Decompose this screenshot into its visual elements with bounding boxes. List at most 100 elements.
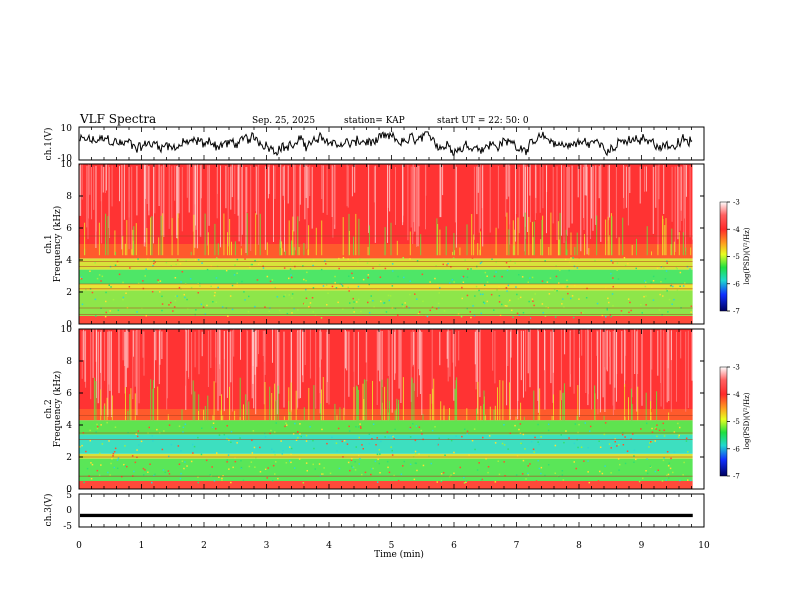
spectrogram-speckle [284, 425, 286, 428]
spectrogram-speckle [554, 290, 556, 292]
spectrogram-streak [447, 329, 449, 368]
spectrogram-speckle [210, 285, 212, 288]
spectrogram-streak [185, 331, 187, 386]
spectrogram-speckle [324, 260, 326, 262]
spectrogram-streak [524, 164, 525, 252]
spectrogram-streak [518, 166, 520, 234]
spectrogram-speckle [134, 461, 137, 464]
spectrogram-speckle [97, 425, 99, 428]
spectrogram-burst [558, 239, 560, 256]
spectrogram-burst [413, 383, 415, 421]
spectrogram-speckle [436, 284, 439, 286]
spectrogram-speckle [644, 285, 647, 288]
spectrogram-speckle [494, 481, 497, 483]
spectrogram-speckle [334, 275, 336, 278]
spectrogram-speckle [474, 295, 476, 297]
spectrogram-speckle [142, 280, 144, 282]
spectrogram-speckle [327, 292, 329, 294]
spectrogram-speckle [348, 290, 350, 292]
spectrogram-speckle [554, 316, 557, 318]
spectrogram-speckle [225, 269, 228, 272]
spectrogram-burst [645, 392, 647, 421]
spectrogram-speckle [658, 429, 661, 432]
spectrogram-streak [331, 165, 333, 217]
spectrogram-burst [630, 388, 632, 421]
spectrogram-streak [418, 166, 420, 227]
spectrogram-streak [268, 164, 270, 194]
spectrogram-streak [455, 166, 457, 248]
spectrogram-speckle [610, 472, 612, 474]
spectrogram-streak [639, 166, 641, 204]
spectrogram-burst [557, 221, 559, 256]
spectrogram-streak [234, 165, 236, 214]
spectrogram-speckle [361, 473, 363, 476]
spectrogram-speckle [354, 469, 357, 471]
spectrogram-speckle [231, 308, 234, 311]
spectrogram-speckle [515, 286, 517, 288]
spectrogram-streak [346, 164, 348, 207]
spectrogram-streak [612, 331, 614, 416]
spectrogram-speckle [667, 311, 669, 313]
spectrogram-streak [494, 330, 496, 384]
spectrogram-speckle [661, 480, 664, 482]
spectrogram-streak [413, 164, 415, 223]
spectrogram-speckle [493, 309, 495, 311]
spectrogram-speckle [443, 310, 446, 312]
spectrogram-burst [84, 222, 86, 256]
spectrogram-streak [275, 329, 277, 402]
spectrogram-burst [559, 212, 561, 256]
spectrogram-speckle [161, 309, 163, 312]
spectrogram-speckle [497, 460, 499, 462]
spectrogram-burst [177, 213, 179, 256]
spectrogram-speckle [461, 286, 463, 289]
time-axis-labels: 0 1 2 3 4 5 6 7 8 9 10 [76, 541, 710, 551]
spectrogram-speckle [142, 467, 145, 470]
spectrogram-streak [475, 330, 477, 382]
spectrogram-burst [440, 401, 442, 421]
spectrogram-speckle [226, 425, 228, 427]
spectrogram-speckle [264, 468, 267, 471]
spectrogram-speckle [348, 425, 350, 428]
spectrogram-speckle [206, 304, 208, 307]
spectrogram-burst [512, 220, 514, 256]
spectrogram-streak [100, 330, 102, 416]
spectrogram-speckle [670, 457, 672, 460]
spectrogram-speckle [297, 437, 299, 439]
spectrogram-streak [262, 330, 264, 356]
spectrogram-speckle [186, 298, 188, 301]
spectrogram-streak [263, 330, 265, 405]
spectrogram-speckle [107, 471, 109, 474]
colorbar-tick-label: -6 [733, 445, 740, 453]
spectrogram-speckle [275, 422, 277, 424]
spectrogram-speckle [645, 281, 647, 283]
spectrogram-speckle [531, 276, 534, 279]
spectrogram-burst [673, 241, 675, 256]
spectrogram-burst [213, 381, 215, 421]
spectrogram-streak [671, 166, 673, 222]
spectrogram-speckle [652, 275, 655, 278]
spectrogram-speckle [461, 435, 463, 438]
spectrogram-speckle [376, 481, 379, 483]
spectrogram-streak [389, 165, 391, 212]
spectrogram-burst [158, 237, 160, 256]
spectrogram-burst [162, 213, 164, 256]
spectrogram-speckle [522, 312, 525, 314]
spectrogram-speckle [509, 482, 512, 484]
spectrogram-burst [221, 394, 222, 421]
spectrogram-streak [616, 331, 617, 402]
spectrogram-streak [546, 165, 547, 234]
spectrogram-streak [322, 165, 324, 213]
spectrogram-speckle [385, 311, 388, 313]
spectrogram-speckle [341, 285, 344, 287]
ch3-waveform-trace [80, 513, 693, 518]
spectrogram-speckle [401, 303, 404, 306]
spectrogram-speckle [660, 281, 662, 283]
spectrogram-speckle [157, 281, 160, 283]
spectrogram-streak [328, 331, 330, 405]
spectrogram-speckle [665, 479, 667, 481]
spectrogram-speckle [409, 427, 411, 430]
spectrogram-speckle [611, 293, 614, 295]
spectrogram-speckle [397, 314, 399, 316]
spectrogram-speckle [466, 307, 468, 310]
spectrogram-streak [109, 167, 110, 238]
